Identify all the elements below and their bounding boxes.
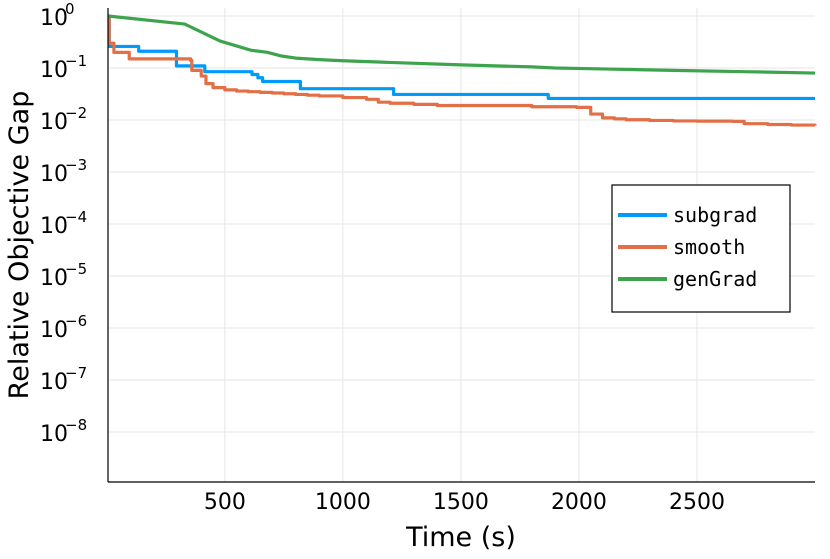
y-tick-exponent: −8 — [65, 416, 87, 434]
y-tick-base: 10 — [40, 110, 68, 135]
y-tick-label: 10−8 — [40, 416, 87, 447]
x-tick-label: 2500 — [669, 490, 725, 515]
y-tick-label: 100 — [40, 0, 75, 31]
legend-label-smooth: smooth — [673, 235, 745, 259]
y-tick-base: 10 — [40, 370, 68, 395]
legend: subgrad smooth genGrad — [611, 184, 791, 313]
y-tick-label: 10−3 — [40, 156, 87, 187]
y-tick-base: 10 — [40, 318, 68, 343]
y-tick-label: 10−1 — [40, 52, 87, 83]
y-tick-exponent: −3 — [65, 156, 87, 174]
y-tick-exponent: −5 — [65, 260, 87, 278]
series-group — [107, 14, 817, 127]
x-tick-label: 1500 — [433, 490, 489, 515]
x-tick-label: 2000 — [551, 490, 607, 515]
y-tick-label: 10−2 — [40, 104, 87, 135]
y-tick-label: 10−5 — [40, 260, 87, 291]
y-tick-base: 10 — [40, 6, 68, 31]
y-axis-label: Relative Objective Gap — [4, 91, 35, 400]
y-tick-exponent: −2 — [65, 104, 87, 122]
series-line-smooth — [107, 14, 817, 127]
x-tick-labels: 500 1000 1500 2000 2500 — [204, 490, 725, 515]
y-tick-exponent: 0 — [65, 0, 75, 18]
y-tick-base: 10 — [40, 58, 68, 83]
y-tick-base: 10 — [40, 266, 68, 291]
y-tick-base: 10 — [40, 422, 68, 447]
y-tick-label: 10−7 — [40, 364, 87, 395]
y-tick-base: 10 — [40, 162, 68, 187]
x-tick-label: 500 — [204, 490, 246, 515]
y-tick-exponent: −7 — [65, 364, 87, 382]
series-line-subgrad — [107, 14, 815, 101]
x-axis-label: Time (s) — [405, 522, 516, 553]
legend-label-genGrad: genGrad — [673, 267, 757, 291]
y-tick-exponent: −6 — [65, 312, 87, 330]
series-line-genGrad — [107, 14, 816, 75]
y-tick-exponent: −1 — [65, 52, 87, 70]
y-tick-label: 10−4 — [40, 208, 87, 239]
y-tick-exponent: −4 — [65, 208, 87, 226]
y-tick-label: 10−6 — [40, 312, 87, 343]
axes — [107, 8, 815, 483]
legend-label-subgrad: subgrad — [673, 203, 757, 227]
y-tick-base: 10 — [40, 214, 68, 239]
x-tick-label: 1000 — [315, 490, 371, 515]
